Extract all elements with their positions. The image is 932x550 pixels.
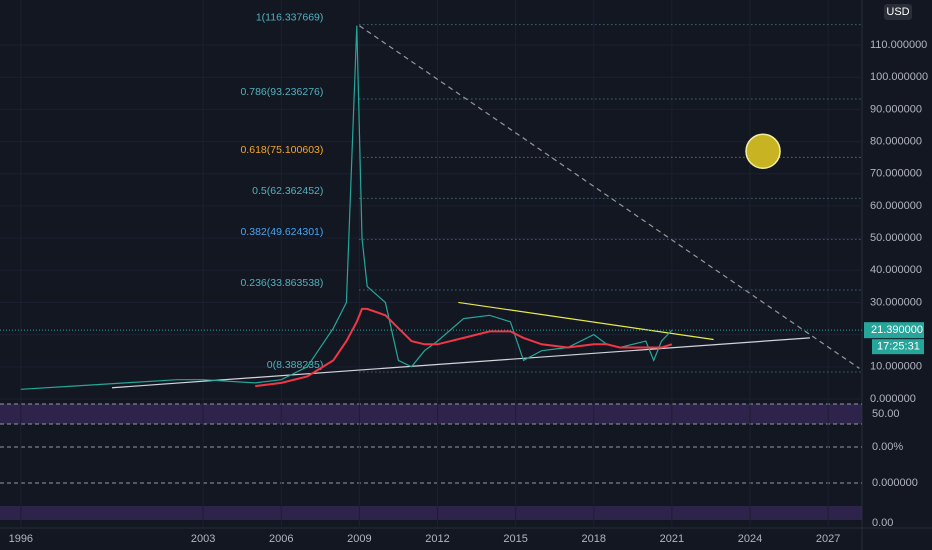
x-tick-label: 2006 [269, 533, 293, 545]
fib-label: 0.382(49.624301) [240, 226, 323, 238]
y-tick-label: 10.000000 [870, 361, 922, 373]
countdown: 17:25:31 [877, 341, 920, 353]
y-tick-label: 0.000000 [870, 393, 916, 405]
currency[interactable]: USD [886, 6, 909, 18]
last-price: 21.390000 [871, 324, 923, 336]
x-tick-label: 2009 [347, 533, 371, 545]
price-line [255, 307, 673, 388]
y-tick-label: 100.000000 [870, 71, 928, 83]
pane-label: 0.00% [872, 441, 903, 453]
y-tick-label: 70.000000 [870, 168, 922, 180]
x-tick-label: 2012 [425, 533, 449, 545]
fib-label: 0.236(33.863538) [240, 277, 323, 289]
x-tick-label: 1996 [9, 533, 33, 545]
fib-label: 0(8.388235) [267, 359, 324, 371]
fib-label: 0.618(75.100603) [240, 144, 323, 156]
y-tick-label: 30.000000 [870, 296, 922, 308]
y-tick-label: 40.000000 [870, 264, 922, 276]
y-tick-label: 90.000000 [870, 103, 922, 115]
x-tick-label: 2024 [738, 533, 762, 545]
countdown-box [872, 339, 924, 355]
x-tick-label: 2021 [660, 533, 684, 545]
fib-label: 0.5(62.362452) [252, 185, 323, 197]
pane-label: 0.00 [872, 517, 893, 529]
y-tick-label: 50.000000 [870, 232, 922, 244]
rsi-band [0, 404, 862, 424]
x-tick-label: 2003 [191, 533, 215, 545]
stoch-band [0, 506, 862, 520]
marker [745, 133, 781, 169]
currency-box[interactable] [884, 4, 912, 20]
trendline [111, 337, 810, 389]
trendline [458, 301, 714, 341]
trendline [359, 25, 860, 369]
x-tick-label: 2018 [582, 533, 606, 545]
y-tick-label: 80.000000 [870, 135, 922, 147]
pane-label: 50.00 [872, 408, 900, 420]
fib-label: 0.786(93.236276) [240, 86, 323, 98]
fib-label: 1(116.337669) [256, 11, 324, 23]
last-price-box [864, 322, 924, 339]
x-tick-label: 2027 [816, 533, 840, 545]
y-tick-label: 110.000000 [870, 39, 927, 51]
x-tick-label: 2015 [503, 533, 527, 545]
pane-label: 0.000000 [872, 477, 918, 489]
y-tick-label: 60.000000 [870, 200, 922, 212]
